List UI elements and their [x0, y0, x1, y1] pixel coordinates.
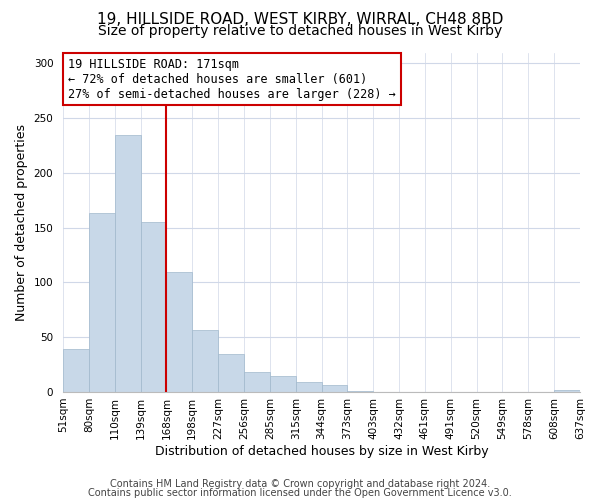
- Bar: [270, 376, 296, 392]
- Bar: [115, 134, 140, 392]
- Bar: [322, 386, 347, 392]
- Y-axis label: Number of detached properties: Number of detached properties: [15, 124, 28, 320]
- Bar: [554, 390, 580, 392]
- Bar: [63, 350, 89, 392]
- Bar: [89, 214, 115, 392]
- Text: Contains public sector information licensed under the Open Government Licence v3: Contains public sector information licen…: [88, 488, 512, 498]
- X-axis label: Distribution of detached houses by size in West Kirby: Distribution of detached houses by size …: [155, 444, 488, 458]
- Text: Size of property relative to detached houses in West Kirby: Size of property relative to detached ho…: [98, 24, 502, 38]
- Bar: [166, 272, 192, 392]
- Bar: [244, 372, 270, 392]
- Bar: [347, 391, 373, 392]
- Text: 19, HILLSIDE ROAD, WEST KIRBY, WIRRAL, CH48 8BD: 19, HILLSIDE ROAD, WEST KIRBY, WIRRAL, C…: [97, 12, 503, 28]
- Bar: [296, 382, 322, 392]
- Text: 19 HILLSIDE ROAD: 171sqm
← 72% of detached houses are smaller (601)
27% of semi-: 19 HILLSIDE ROAD: 171sqm ← 72% of detach…: [68, 58, 396, 100]
- Bar: [140, 222, 166, 392]
- Bar: [218, 354, 244, 392]
- Text: Contains HM Land Registry data © Crown copyright and database right 2024.: Contains HM Land Registry data © Crown c…: [110, 479, 490, 489]
- Bar: [192, 330, 218, 392]
